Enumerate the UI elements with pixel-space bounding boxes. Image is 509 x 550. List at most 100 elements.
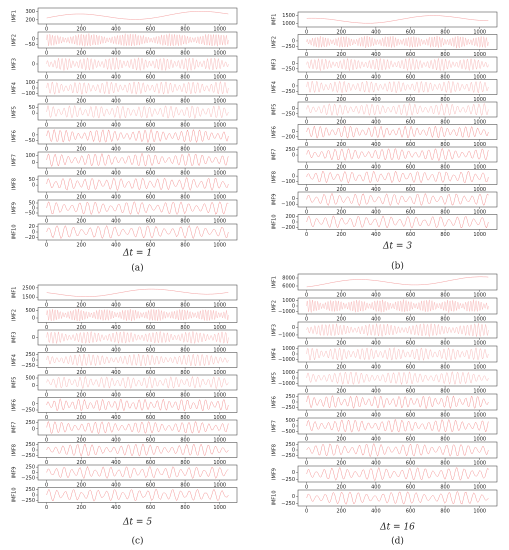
y-tick-label: 200: [25, 17, 35, 23]
x-tick-label: 400: [371, 120, 381, 126]
x-tick-label: 0: [45, 27, 48, 33]
x-tick-label: 400: [371, 97, 381, 103]
x-tick-label: 800: [180, 243, 190, 249]
x-tick-label: 200: [336, 293, 346, 299]
axes-frame: [297, 489, 498, 507]
x-tick-label: 1000: [473, 52, 486, 58]
x-tick-label: 600: [406, 52, 416, 58]
waveform: [46, 330, 229, 344]
axes-frame: [297, 11, 498, 28]
y-tick-label: 50: [29, 177, 35, 183]
x-tick-label: 600: [146, 75, 156, 81]
x-tick-label: 400: [111, 303, 121, 309]
x-tick-label: 600: [406, 413, 416, 419]
waveform: [306, 80, 489, 94]
y-tick-label: −50: [24, 138, 35, 144]
x-tick-label: 1000: [473, 187, 486, 193]
y-tick-label: −200: [281, 134, 295, 140]
y-tick-label: 250: [285, 394, 295, 400]
x-tick-label: 1000: [213, 195, 226, 201]
imf-label: IMF5: [12, 377, 18, 389]
x-tick-label: 800: [180, 438, 190, 444]
x-tick-label: 200: [336, 365, 346, 371]
x-tick-label: 1000: [213, 123, 226, 129]
waveform: [306, 466, 489, 481]
imf-label: IMF7: [12, 154, 18, 166]
x-tick-label: 200: [336, 389, 346, 395]
y-tick-label: 0: [292, 400, 295, 406]
imf-label: IMF1: [272, 276, 278, 288]
x-tick-label: 600: [406, 485, 416, 491]
x-tick-label: 1000: [473, 75, 486, 81]
x-tick-label: 400: [111, 505, 121, 511]
x-tick-label: 200: [336, 120, 346, 126]
y-tick-label: 100: [25, 80, 35, 86]
x-tick-label: 600: [406, 165, 416, 171]
x-tick-label: 0: [45, 243, 48, 249]
x-tick-label: 600: [406, 293, 416, 299]
x-tick-label: 1000: [473, 389, 486, 395]
imf-label: IMF3: [272, 324, 278, 336]
y-tick-label: −50: [24, 42, 35, 48]
x-tick-label: 600: [146, 483, 156, 489]
x-tick-label: 200: [76, 27, 86, 33]
imf-label: IMF6: [272, 126, 278, 138]
x-tick-label: 400: [371, 75, 381, 81]
x-tick-label: 1000: [473, 293, 486, 299]
axes-frame: [297, 169, 498, 185]
y-tick-label: 0: [32, 335, 35, 341]
x-tick-label: 800: [440, 413, 450, 419]
x-tick-label: 800: [180, 483, 190, 489]
imf-label: IMF10: [272, 490, 278, 505]
x-tick-label: 200: [76, 370, 86, 376]
waveform: [46, 421, 229, 434]
x-tick-label: 1000: [213, 27, 226, 33]
y-tick-label: 0: [32, 316, 35, 322]
x-tick-label: 200: [336, 165, 346, 171]
imf-label: IMF10: [272, 214, 278, 229]
x-tick-label: 1000: [213, 243, 226, 249]
axes-frame: [297, 79, 498, 95]
y-tick-label: 0: [292, 129, 295, 135]
x-tick-label: 400: [111, 243, 121, 249]
y-tick-label: 0: [32, 448, 35, 454]
x-tick-label: 800: [440, 485, 450, 491]
x-tick-label: 400: [111, 171, 121, 177]
imf-label: IMF3: [12, 58, 18, 70]
x-tick-label: 200: [76, 393, 86, 399]
imf-label: IMF8: [12, 178, 18, 190]
waveform: [306, 15, 489, 24]
imf-label: IMF1: [12, 287, 18, 299]
y-tick-label: 0: [32, 160, 35, 166]
axes-frame: [297, 321, 498, 339]
waveform: [46, 128, 229, 143]
x-tick-label: 800: [440, 187, 450, 193]
x-tick-label: 400: [111, 75, 121, 81]
y-tick-label: 1500: [282, 13, 295, 19]
y-tick-label: 0: [292, 494, 295, 500]
y-tick-label: 0: [32, 470, 35, 476]
x-tick-label: 400: [371, 413, 381, 419]
x-tick-label: 800: [440, 210, 450, 216]
x-tick-label: 400: [111, 123, 121, 129]
x-tick-label: 200: [336, 509, 346, 515]
x-tick-label: 800: [440, 120, 450, 126]
x-tick-label: 800: [180, 75, 190, 81]
x-tick-label: 600: [146, 348, 156, 354]
x-tick-label: 800: [440, 509, 450, 515]
x-tick-label: 0: [45, 415, 48, 421]
waveform: [46, 152, 229, 167]
x-tick-label: 1000: [473, 142, 486, 148]
panel-label: (a): [131, 263, 143, 274]
y-tick-label: 250: [25, 420, 35, 426]
x-tick-label: 0: [305, 75, 308, 81]
x-tick-label: 200: [76, 123, 86, 129]
x-tick-label: 1000: [213, 348, 226, 354]
x-tick-label: 200: [336, 341, 346, 347]
y-tick-label: 0: [292, 304, 295, 310]
y-tick-label: −250: [281, 44, 295, 50]
y-tick-label: 0: [32, 493, 35, 499]
axes-frame: [37, 175, 238, 193]
x-tick-label: 600: [406, 75, 416, 81]
x-tick-label: 400: [371, 509, 381, 515]
